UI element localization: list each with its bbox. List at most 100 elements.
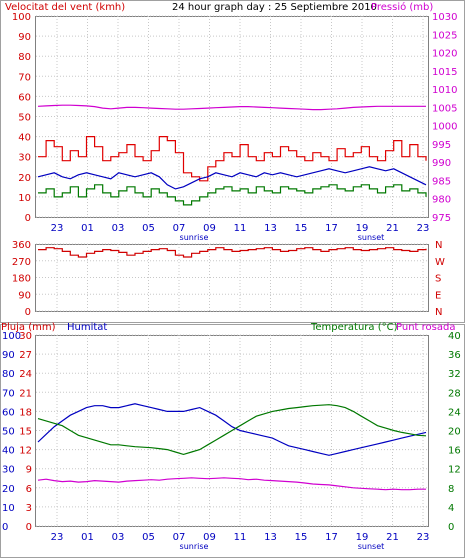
pressure-ytick-0: 975: [432, 213, 451, 224]
top-time-label-0: 23: [51, 223, 64, 234]
wind-ytick-0: 0: [25, 213, 31, 224]
bottom-time-label-5: 09: [203, 532, 216, 543]
wind-ytick-4: 40: [18, 133, 31, 144]
rain-ytick-5: 15: [19, 427, 32, 438]
pressure-ytick-6: 1005: [432, 103, 457, 114]
pressure-ytick-2: 985: [432, 176, 451, 187]
rain-ytick-6: 18: [19, 407, 32, 418]
top-time-label-2: 03: [112, 223, 125, 234]
rain-ytick-0: 0: [26, 522, 32, 533]
bottom-time-label-3: 05: [142, 532, 155, 543]
wind-average-series: [38, 184, 427, 206]
pressure-ytick-4: 995: [432, 140, 451, 151]
temp-ytick-10: 40: [448, 331, 461, 342]
top-time-label-7: 13: [264, 223, 277, 234]
rain-ytick-9: 27: [19, 350, 32, 361]
bottom-time-label-9: 17: [325, 532, 338, 543]
temp-ytick-8: 32: [448, 369, 461, 380]
humidity-series: [37, 403, 427, 456]
pressure-ytick-5: 1000: [432, 122, 457, 133]
wind-gust-average-series: [37, 166, 427, 190]
rain-ytick-8: 24: [19, 369, 32, 380]
temperature-series: [37, 404, 427, 456]
bottom-time-label-4: 07: [173, 532, 186, 543]
wind-ytick-10: 100: [12, 12, 31, 23]
wind-speed-series: [38, 136, 427, 182]
bottom-time-label-0: 23: [51, 532, 64, 543]
bottom-time-label-10: 19: [356, 532, 369, 543]
bottom-time-label-6: 11: [234, 532, 247, 543]
direction-series: [38, 247, 427, 258]
bottom-sunset-label: sunset: [358, 542, 385, 551]
dir-compass-4: N: [435, 240, 442, 251]
rain-ytick-4: 12: [19, 446, 32, 457]
pressure-ytick-11: 1030: [432, 12, 457, 23]
wind-axis-label: Velocitat del vent (kmh): [5, 2, 125, 13]
chart-title: 24 hour graph day : 25 Septiembre 2010: [172, 2, 377, 13]
bottom-time-label-2: 03: [112, 532, 125, 543]
pressure-axis-label: Pressió (mb): [371, 1, 433, 13]
temp-ytick-2: 8: [448, 484, 454, 495]
temp-ytick-5: 20: [448, 427, 461, 438]
wind-ytick-5: 50: [18, 113, 31, 124]
pressure-ytick-1: 980: [432, 195, 451, 206]
wind-ytick-3: 30: [18, 153, 31, 164]
pressure-ytick-10: 1025: [432, 30, 457, 41]
top-time-label-10: 19: [356, 223, 369, 234]
temperature-axis-label: Temperatura (°C): [310, 322, 398, 333]
humidity-ytick-0: 0: [2, 522, 8, 533]
humidity-axis-label: Humitat: [67, 322, 107, 333]
bottom-time-label-12: 23: [417, 532, 430, 543]
humidity-ytick-8: 80: [2, 369, 15, 380]
rain-ytick-2: 6: [26, 484, 32, 495]
rain-ytick-1: 3: [26, 503, 32, 514]
dir-ytick-3: 270: [12, 257, 31, 268]
dewpoint-axis-label: Punt rosada: [396, 322, 455, 333]
wind-ytick-7: 70: [18, 72, 31, 83]
rain-ytick-7: 21: [19, 388, 32, 399]
temp-ytick-3: 12: [448, 465, 461, 476]
humidity-ytick-3: 30: [2, 465, 15, 476]
dir-compass-2: S: [435, 274, 441, 285]
top-time-label-5: 09: [203, 223, 216, 234]
series-layer: [37, 104, 427, 491]
pressure-ytick-3: 990: [432, 158, 451, 169]
top-time-label-4: 07: [173, 223, 186, 234]
temp-ytick-1: 4: [448, 503, 454, 514]
wind-ytick-8: 80: [18, 52, 31, 63]
humidity-ytick-4: 40: [2, 446, 15, 457]
humidity-ytick-9: 90: [2, 350, 15, 361]
dir-ytick-0: 0: [25, 307, 31, 318]
top-sunset-label: sunset: [358, 233, 385, 242]
pressure-ytick-9: 1020: [432, 49, 457, 60]
top-time-label-1: 01: [81, 223, 94, 234]
bottom-time-label-8: 15: [295, 532, 308, 543]
rain-ytick-3: 9: [26, 465, 32, 476]
top-time-label-11: 21: [386, 223, 399, 234]
dewpoint-series: [37, 477, 426, 491]
wind-ytick-2: 20: [18, 173, 31, 184]
temp-ytick-6: 24: [448, 407, 461, 418]
temp-ytick-0: 0: [448, 522, 454, 533]
wind-ytick-6: 60: [18, 92, 31, 103]
top-time-label-3: 05: [142, 223, 155, 234]
dir-ytick-2: 180: [12, 274, 31, 285]
temp-ytick-9: 36: [448, 350, 461, 361]
dir-ytick-4: 360: [12, 240, 31, 251]
bottom-sunrise-label: sunrise: [180, 542, 209, 551]
humidity-ytick-7: 70: [2, 388, 15, 399]
pressure-ytick-8: 1015: [432, 67, 457, 78]
rain-ytick-10: 30: [19, 331, 32, 342]
top-time-label-6: 11: [234, 223, 247, 234]
bottom-time-label-7: 13: [264, 532, 277, 543]
top-sunrise-label: sunrise: [180, 233, 209, 242]
top-time-label-12: 23: [417, 223, 430, 234]
humidity-ytick-6: 60: [2, 407, 15, 418]
dir-compass-1: E: [435, 290, 441, 301]
pressure-ytick-7: 1010: [432, 85, 457, 96]
humidity-ytick-10: 100: [2, 331, 21, 342]
humidity-ytick-1: 10: [2, 503, 15, 514]
